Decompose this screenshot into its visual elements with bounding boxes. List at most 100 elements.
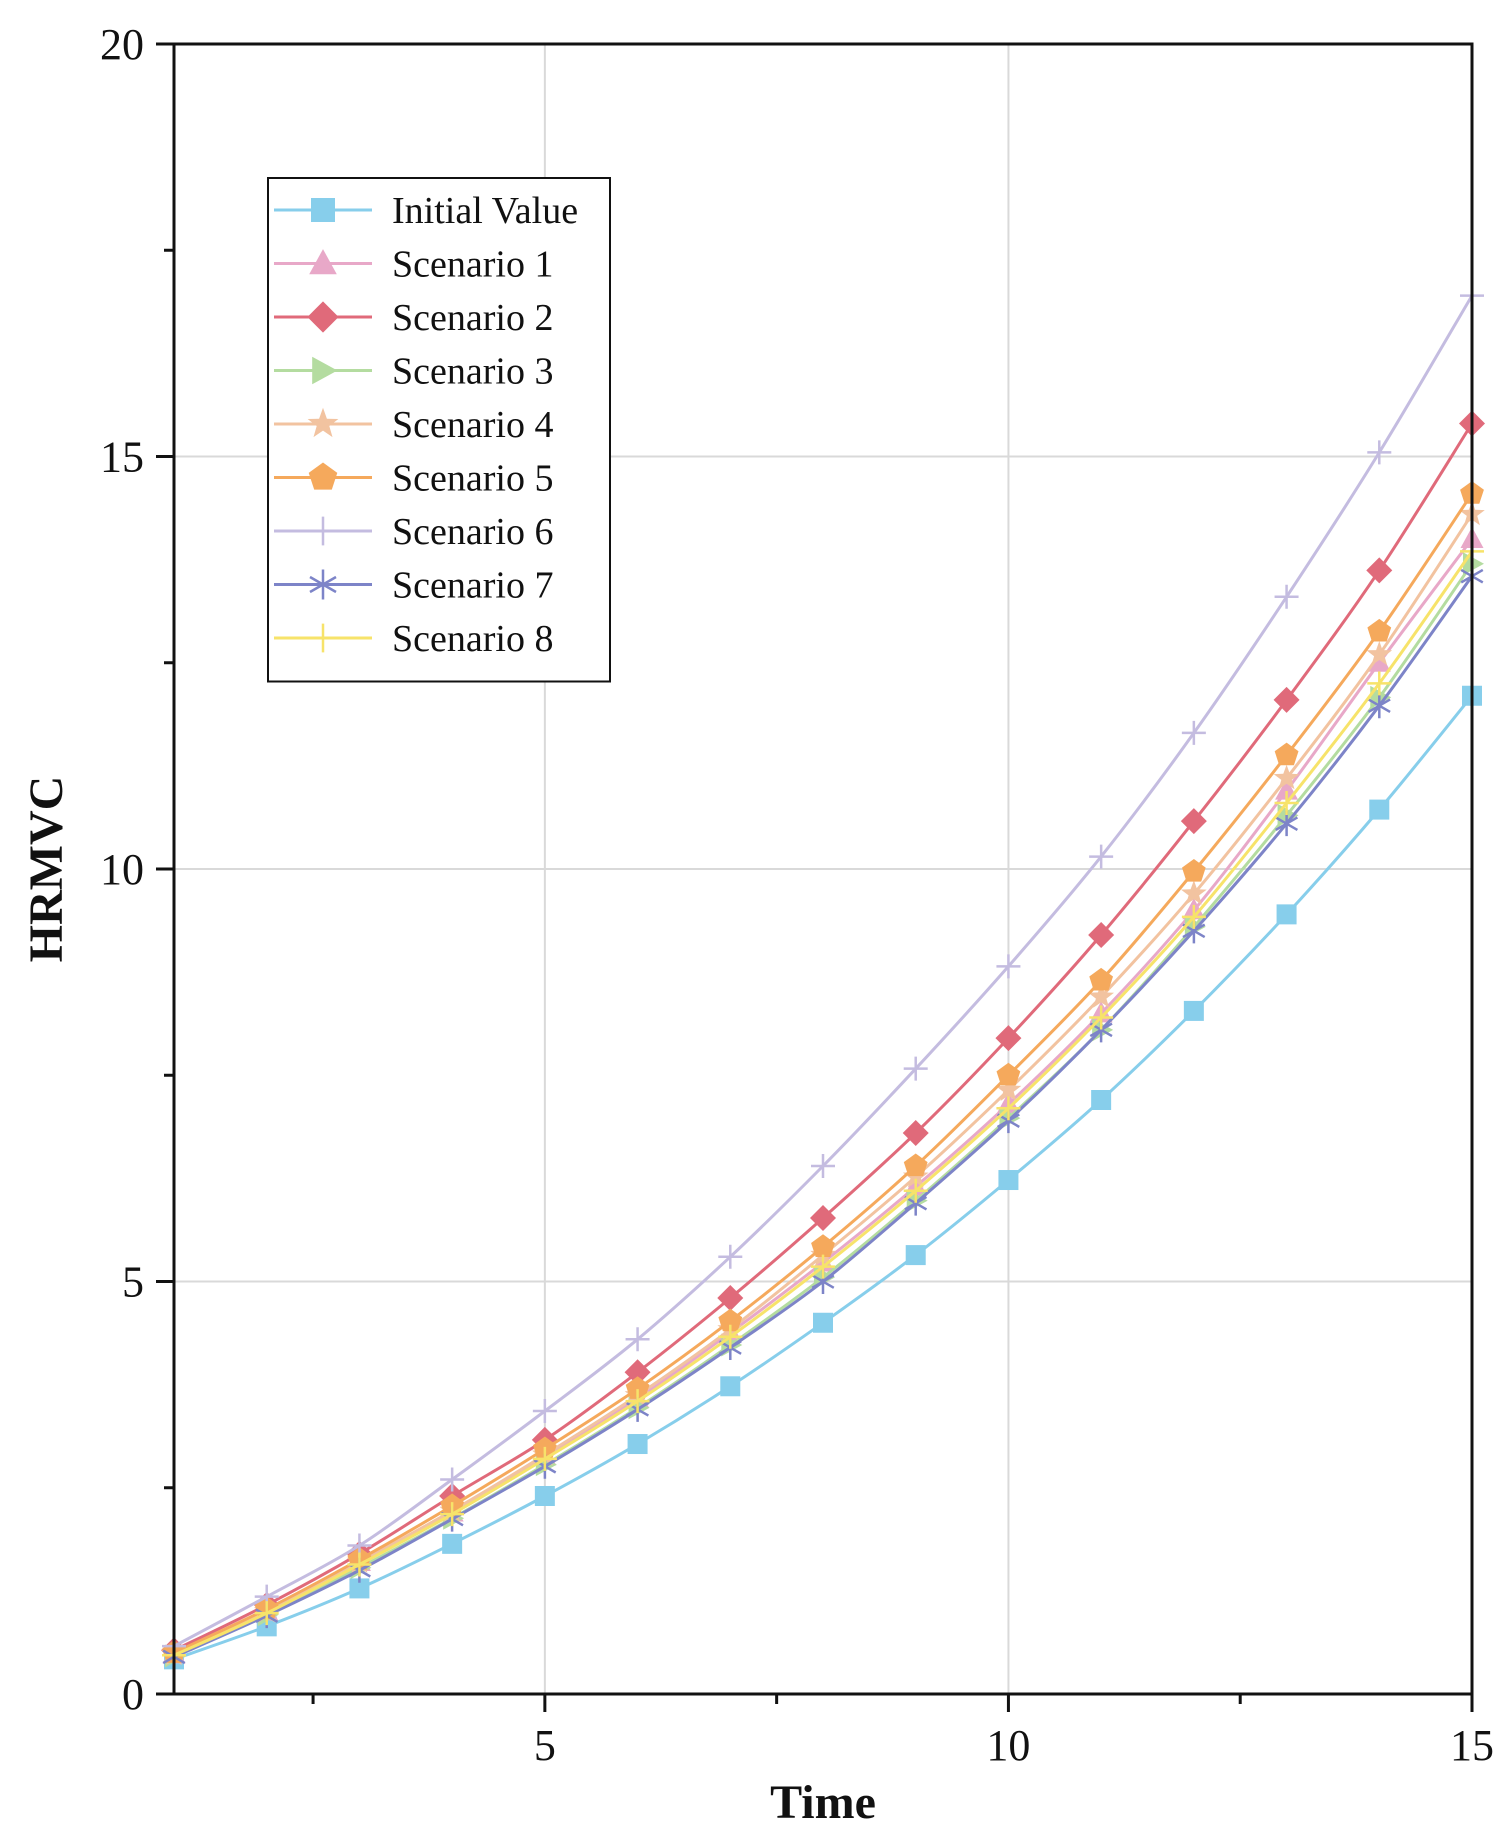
x-tick-label: 15: [1450, 1721, 1494, 1770]
data-point: [1367, 618, 1392, 642]
data-point: [1181, 904, 1206, 929]
data-point: [905, 1245, 926, 1266]
series-line: [173, 513, 1474, 1656]
legend-entry: Scenario 2: [274, 297, 553, 339]
y-axis-title: HRMVC: [20, 776, 73, 963]
data-point: [1091, 1090, 1112, 1110]
data-point: [1274, 742, 1299, 766]
data-point: [1275, 811, 1299, 837]
series-line: [173, 562, 1474, 1658]
data-point: [1273, 686, 1300, 713]
data-point: [1367, 440, 1392, 465]
data-point: [308, 623, 338, 653]
data-point: [1369, 799, 1390, 820]
data-point: [1367, 693, 1391, 719]
data-point: [1273, 764, 1300, 790]
y-tick-label: 15: [100, 433, 144, 482]
data-point: [307, 407, 339, 438]
data-point: [1181, 720, 1206, 745]
data-point: [442, 1533, 463, 1554]
data-point: [811, 1254, 835, 1279]
data-point: [1089, 1005, 1114, 1030]
legend-entry: Scenario 5: [274, 458, 553, 500]
data-point: [1088, 983, 1114, 1008]
data-point: [903, 1178, 928, 1203]
legend-label: Scenario 3: [392, 351, 553, 393]
legend-label: Scenario 8: [392, 618, 553, 660]
data-point: [307, 301, 339, 333]
data-point: [717, 1285, 744, 1311]
data-point: [309, 569, 337, 600]
data-point: [903, 1056, 928, 1081]
x-tick-label: 10: [986, 1721, 1030, 1770]
data-point: [1180, 808, 1207, 835]
data-point: [903, 1153, 928, 1177]
data-point: [440, 1467, 465, 1492]
data-point: [813, 1312, 833, 1333]
data-point: [1366, 641, 1393, 666]
series-scenario-7: [162, 563, 1484, 1670]
legend-label: Initial Value: [392, 190, 578, 232]
series-scenario-8: [162, 539, 1484, 1668]
data-point: [1367, 671, 1392, 696]
legend-entry: Scenario 1: [274, 244, 553, 286]
x-tick-label: 5: [534, 1721, 556, 1770]
data-point: [347, 1552, 372, 1577]
data-point: [810, 1204, 836, 1231]
data-point: [309, 249, 337, 275]
data-point: [1366, 557, 1393, 584]
data-point: [1089, 844, 1114, 869]
tick-labels: 5 10 15 0 5 10 15 20: [100, 20, 1494, 1770]
data-point: [718, 1244, 743, 1269]
data-point: [624, 1359, 651, 1386]
data-point: [1088, 922, 1115, 948]
data-point: [1181, 880, 1207, 905]
data-point: [440, 1502, 465, 1527]
data-point: [811, 1154, 835, 1178]
series-initial-value: [164, 685, 1482, 1670]
data-point: [625, 1327, 650, 1352]
legend-entry: Scenario 4: [274, 404, 553, 446]
data-point: [996, 1062, 1021, 1086]
legend: Initial Value Scenario 1 Scenario 2 Scenari…: [267, 177, 611, 683]
legend-label: Scenario 7: [392, 565, 553, 607]
data-point: [811, 1234, 835, 1257]
data-point: [625, 1389, 650, 1414]
legend-label: Scenario 1: [392, 244, 553, 286]
axis-ticks: [156, 42, 1474, 1712]
data-point: [996, 1096, 1021, 1121]
data-point: [1276, 904, 1297, 925]
legend-entry: Scenario 6: [274, 511, 553, 553]
data-point: [996, 954, 1021, 979]
y-tick-label: 0: [122, 1670, 144, 1719]
data-point: [349, 1578, 370, 1599]
x-axis-title: Time: [770, 1776, 876, 1829]
data-point: [532, 1446, 557, 1471]
data-point: [902, 1120, 929, 1146]
y-tick-label: 5: [122, 1258, 144, 1307]
legend-entry: Scenario 7: [274, 565, 553, 607]
legend-label: Scenario 2: [392, 297, 553, 339]
data-point: [1274, 791, 1299, 815]
data-point: [308, 516, 338, 546]
legend-entry: Initial Value: [274, 190, 578, 232]
y-tick-label: 10: [100, 845, 144, 894]
legend-entry: Scenario 3: [274, 351, 553, 393]
data-point: [720, 1376, 741, 1397]
legend-label: Scenario 4: [392, 404, 553, 446]
data-point: [1182, 859, 1206, 882]
data-point: [532, 1399, 557, 1424]
legend-label: Scenario 5: [392, 458, 553, 500]
data-point: [718, 1324, 743, 1349]
data-point: [1089, 967, 1113, 991]
data-point: [998, 1170, 1019, 1191]
data-point: [1367, 650, 1391, 672]
series-line: [173, 575, 1474, 1659]
data-point: [995, 1076, 1022, 1101]
series-line: [173, 550, 1474, 1657]
data-point: [1183, 1000, 1204, 1021]
data-point: [311, 198, 335, 222]
legend-entry: Scenario 8: [274, 618, 553, 660]
series-scenario-3: [165, 552, 1484, 1668]
